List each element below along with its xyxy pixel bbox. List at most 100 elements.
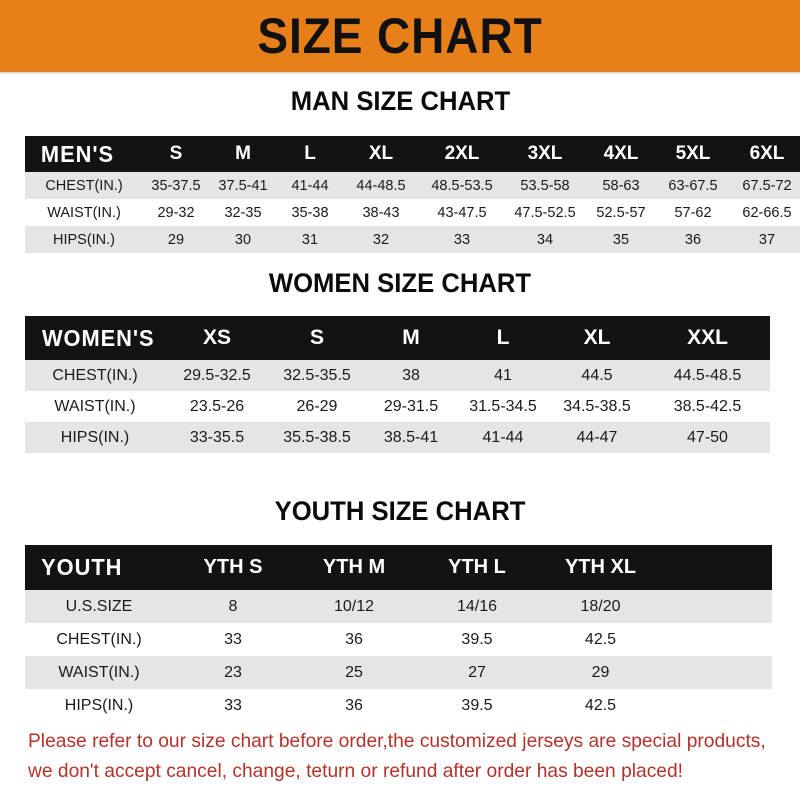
women-cell: 34.5-38.5 bbox=[549, 391, 645, 422]
youth-column-header-spacer bbox=[662, 545, 772, 590]
men-cell: 43-47.5 bbox=[419, 199, 505, 226]
women-section-title: WOMEN SIZE CHART bbox=[0, 268, 800, 298]
men-section-title-text: MAN SIZE CHART bbox=[290, 86, 510, 116]
footer-note-line-1: Please refer to our size chart before or… bbox=[28, 730, 766, 752]
youth-cell: 33 bbox=[173, 623, 293, 656]
men-cell: 32-35 bbox=[209, 199, 277, 226]
table-row: U.S.SIZE 8 10/12 14/16 18/20 bbox=[25, 590, 772, 623]
table-row: CHEST(IN.) 35-37.5 37.5-41 41-44 44-48.5 48.5… bbox=[25, 172, 800, 199]
women-cell: 29-31.5 bbox=[365, 391, 457, 422]
men-column-header-6: 3XL bbox=[505, 136, 585, 172]
women-cell: 31.5-34.5 bbox=[457, 391, 549, 422]
youth-cell-spacer bbox=[662, 689, 772, 722]
youth-cell: 33 bbox=[173, 689, 293, 722]
men-column-header-4: XL bbox=[343, 136, 419, 172]
men-row-label: CHEST(IN.) bbox=[25, 172, 143, 199]
youth-cell: 36 bbox=[293, 689, 415, 722]
men-cell: 67.5-72 bbox=[729, 172, 800, 199]
women-cell: 44.5 bbox=[549, 360, 645, 391]
men-table-body: MEN'S S M L XL 2XL 3XL 4XL 5XL 6XL CHEST(IN.) 35-37… bbox=[25, 136, 800, 253]
men-cell: 37 bbox=[729, 226, 800, 253]
table-row: WAIST(IN.) 29-32 32-35 35-38 38-43 43-47.5 47.… bbox=[25, 199, 800, 226]
women-section-title-text: WOMEN SIZE CHART bbox=[268, 268, 532, 298]
youth-cell: 14/16 bbox=[415, 590, 539, 623]
women-row-label: CHEST(IN.) bbox=[25, 360, 165, 391]
men-cell: 35 bbox=[585, 226, 657, 253]
men-row-label: HIPS(IN.) bbox=[25, 226, 143, 253]
youth-column-header-4: YTH XL bbox=[539, 545, 662, 590]
youth-row-label: HIPS(IN.) bbox=[25, 689, 173, 722]
women-cell: 29.5-32.5 bbox=[165, 360, 269, 391]
youth-section-title: YOUTH SIZE CHART bbox=[0, 496, 800, 526]
men-cell: 52.5-57 bbox=[585, 199, 657, 226]
youth-cell: 39.5 bbox=[415, 689, 539, 722]
men-cell: 58-63 bbox=[585, 172, 657, 199]
youth-cell: 39.5 bbox=[415, 623, 539, 656]
table-row: CHEST(IN.) 29.5-32.5 32.5-35.5 38 41 44.5 44.5… bbox=[25, 360, 770, 391]
men-cell: 37.5-41 bbox=[209, 172, 277, 199]
women-cell: 44.5-48.5 bbox=[645, 360, 770, 391]
women-column-header-3: M bbox=[365, 316, 457, 360]
women-column-header-6: XXL bbox=[645, 316, 770, 360]
men-cell: 33 bbox=[419, 226, 505, 253]
men-cell: 29-32 bbox=[143, 199, 209, 226]
table-row: WAIST(IN.) 23.5-26 26-29 29-31.5 31.5-34.5 34… bbox=[25, 391, 770, 422]
men-cell: 63-67.5 bbox=[657, 172, 729, 199]
men-cell: 44-48.5 bbox=[343, 172, 419, 199]
men-cell: 53.5-58 bbox=[505, 172, 585, 199]
men-cell: 29 bbox=[143, 226, 209, 253]
table-row: HIPS(IN.) 33-35.5 35.5-38.5 38.5-41 41-44 44-… bbox=[25, 422, 770, 453]
men-cell: 36 bbox=[657, 226, 729, 253]
women-cell: 38 bbox=[365, 360, 457, 391]
women-cell: 41-44 bbox=[457, 422, 549, 453]
men-size-table: MEN'S S M L XL 2XL 3XL 4XL 5XL 6XL CHEST(IN.) 35-37… bbox=[25, 136, 800, 253]
men-cell: 31 bbox=[277, 226, 343, 253]
table-row: HIPS(IN.) 33 36 39.5 42.5 bbox=[25, 689, 772, 722]
men-column-header-8: 5XL bbox=[657, 136, 729, 172]
youth-cell: 42.5 bbox=[539, 623, 662, 656]
youth-cell-spacer bbox=[662, 656, 772, 689]
youth-cell: 29 bbox=[539, 656, 662, 689]
youth-row-label: WAIST(IN.) bbox=[25, 656, 173, 689]
footer-note-line-2: we don't accept cancel, change, teturn o… bbox=[28, 760, 684, 782]
table-row: CHEST(IN.) 33 36 39.5 42.5 bbox=[25, 623, 772, 656]
women-size-table: WOMEN'S XS S M L XL XXL CHEST(IN.) 29.5-32.5 32.5… bbox=[25, 316, 770, 453]
men-header-row: MEN'S S M L XL 2XL 3XL 4XL 5XL 6XL bbox=[25, 136, 800, 172]
women-cell: 23.5-26 bbox=[165, 391, 269, 422]
youth-cell: 18/20 bbox=[539, 590, 662, 623]
youth-row-label: CHEST(IN.) bbox=[25, 623, 173, 656]
men-column-header-9: 6XL bbox=[729, 136, 800, 172]
men-cell: 30 bbox=[209, 226, 277, 253]
women-cell: 26-29 bbox=[269, 391, 365, 422]
youth-header-row: YOUTH YTH S YTH M YTH L YTH XL bbox=[25, 545, 772, 590]
men-section-title: MAN SIZE CHART bbox=[0, 86, 800, 116]
men-cell: 57-62 bbox=[657, 199, 729, 226]
youth-column-header-3: YTH L bbox=[415, 545, 539, 590]
youth-cell-spacer bbox=[662, 590, 772, 623]
youth-cell: 10/12 bbox=[293, 590, 415, 623]
youth-cell: 27 bbox=[415, 656, 539, 689]
table-row: HIPS(IN.) 29 30 31 32 33 34 35 36 37 bbox=[25, 226, 800, 253]
men-column-header-1: S bbox=[143, 136, 209, 172]
men-cell: 32 bbox=[343, 226, 419, 253]
youth-cell: 25 bbox=[293, 656, 415, 689]
men-cell: 41-44 bbox=[277, 172, 343, 199]
men-cell: 38-43 bbox=[343, 199, 419, 226]
women-cell: 35.5-38.5 bbox=[269, 422, 365, 453]
women-cell: 38.5-41 bbox=[365, 422, 457, 453]
men-column-header-3: L bbox=[277, 136, 343, 172]
youth-column-header-2: YTH M bbox=[293, 545, 415, 590]
women-column-header-5: XL bbox=[549, 316, 645, 360]
women-column-header-1: XS bbox=[165, 316, 269, 360]
men-row-label: WAIST(IN.) bbox=[25, 199, 143, 226]
men-cell: 34 bbox=[505, 226, 585, 253]
men-column-header-5: 2XL bbox=[419, 136, 505, 172]
men-cell: 48.5-53.5 bbox=[419, 172, 505, 199]
men-cell: 62-66.5 bbox=[729, 199, 800, 226]
youth-cell: 42.5 bbox=[539, 689, 662, 722]
women-column-header-4: L bbox=[457, 316, 549, 360]
women-cell: 33-35.5 bbox=[165, 422, 269, 453]
men-column-header-7: 4XL bbox=[585, 136, 657, 172]
women-cell: 38.5-42.5 bbox=[645, 391, 770, 422]
